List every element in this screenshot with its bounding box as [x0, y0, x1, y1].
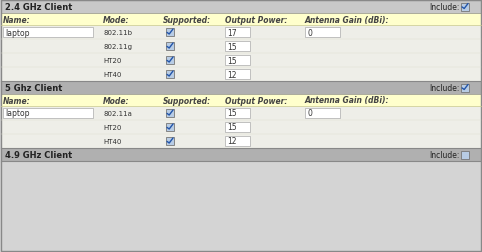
Bar [461, 4, 469, 11]
Bar [1, 82, 481, 94]
Text: 0: 0 [307, 109, 312, 118]
Text: Output Power:: Output Power: [225, 96, 287, 105]
Bar [166, 123, 174, 132]
Text: 12: 12 [227, 137, 237, 146]
Bar [305, 109, 340, 118]
Bar [225, 56, 250, 66]
Bar [166, 43, 174, 51]
Bar [225, 137, 250, 146]
Text: 15: 15 [227, 109, 237, 118]
Text: Antenna Gain (dBi):: Antenna Gain (dBi): [305, 96, 389, 105]
Text: Include:: Include: [429, 84, 459, 93]
Text: Include:: Include: [429, 3, 459, 12]
Text: Supported:: Supported: [163, 96, 211, 105]
Text: HT20: HT20 [103, 58, 121, 64]
Bar [461, 84, 469, 92]
Bar [1, 26, 481, 82]
Bar [1, 148, 481, 161]
Text: Supported:: Supported: [163, 15, 211, 24]
Text: Antenna Gain (dBi):: Antenna Gain (dBi): [305, 15, 389, 24]
Bar [166, 110, 174, 117]
Bar [3, 109, 93, 118]
Bar [166, 137, 174, 145]
Bar [166, 71, 174, 79]
Text: 5 Ghz Client: 5 Ghz Client [5, 84, 62, 93]
Text: 2.4 GHz Client: 2.4 GHz Client [5, 3, 72, 12]
Text: 802.11g: 802.11g [103, 44, 132, 50]
Bar [225, 42, 250, 52]
Text: 802.11a: 802.11a [103, 111, 132, 116]
Text: Name:: Name: [3, 15, 31, 24]
Bar [225, 109, 250, 118]
Bar [3, 28, 93, 38]
Text: 4.9 GHz Client: 4.9 GHz Client [5, 150, 72, 159]
Bar [305, 28, 340, 38]
Text: 17: 17 [227, 28, 237, 37]
Bar [461, 151, 469, 159]
Text: 15: 15 [227, 42, 237, 51]
Text: laptop: laptop [5, 28, 29, 37]
Bar [1, 94, 481, 107]
Bar [166, 57, 174, 65]
Text: Mode:: Mode: [103, 96, 130, 105]
Text: Include:: Include: [429, 150, 459, 159]
Bar [1, 1, 481, 14]
Text: Mode:: Mode: [103, 15, 130, 24]
Bar [166, 29, 174, 37]
Text: 802.11b: 802.11b [103, 30, 132, 36]
Text: 12: 12 [227, 70, 237, 79]
Bar [225, 122, 250, 133]
Text: 15: 15 [227, 56, 237, 65]
Text: Output Power:: Output Power: [225, 15, 287, 24]
Text: HT40: HT40 [103, 138, 121, 144]
Bar [225, 70, 250, 80]
Text: 0: 0 [307, 28, 312, 37]
Bar [225, 28, 250, 38]
Bar [1, 14, 481, 26]
Bar [1, 107, 481, 148]
Text: 15: 15 [227, 123, 237, 132]
Text: Name:: Name: [3, 96, 31, 105]
Text: HT20: HT20 [103, 124, 121, 131]
Text: HT40: HT40 [103, 72, 121, 78]
Text: laptop: laptop [5, 109, 29, 118]
